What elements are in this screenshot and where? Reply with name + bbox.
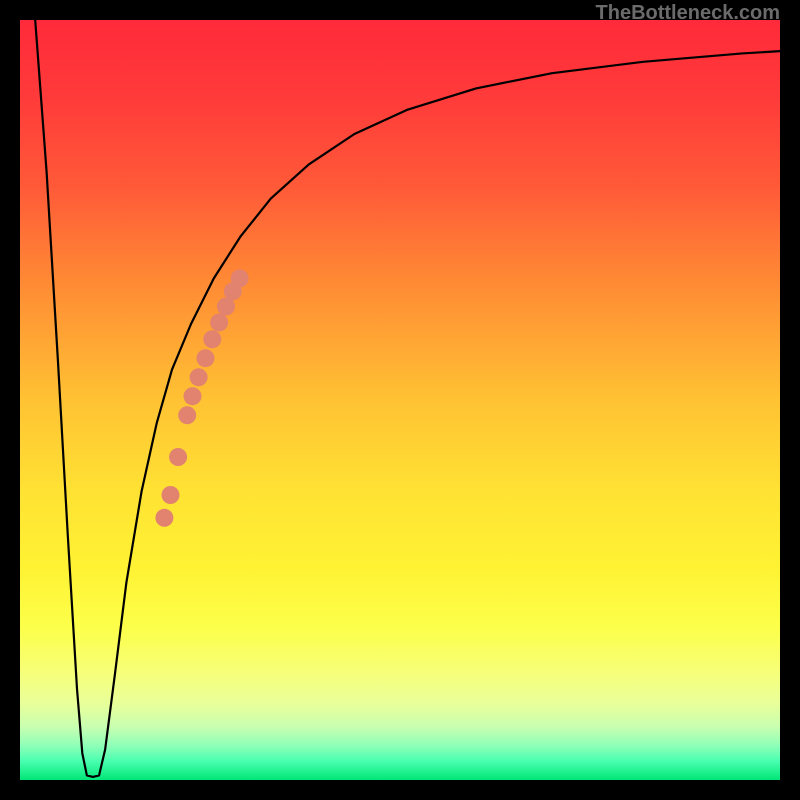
data-point [161,486,179,504]
data-point [155,509,173,527]
data-point [210,313,228,331]
chart-container: TheBottleneck.com [0,0,800,800]
watermark-text: TheBottleneck.com [596,2,780,25]
gradient-background [20,20,780,780]
chart-svg [20,20,780,780]
plot-area [20,20,780,780]
data-point [169,448,187,466]
data-point [190,368,208,386]
data-point [184,387,202,405]
data-point [196,349,214,367]
data-point [203,330,221,348]
data-point [231,269,249,287]
data-point [178,406,196,424]
